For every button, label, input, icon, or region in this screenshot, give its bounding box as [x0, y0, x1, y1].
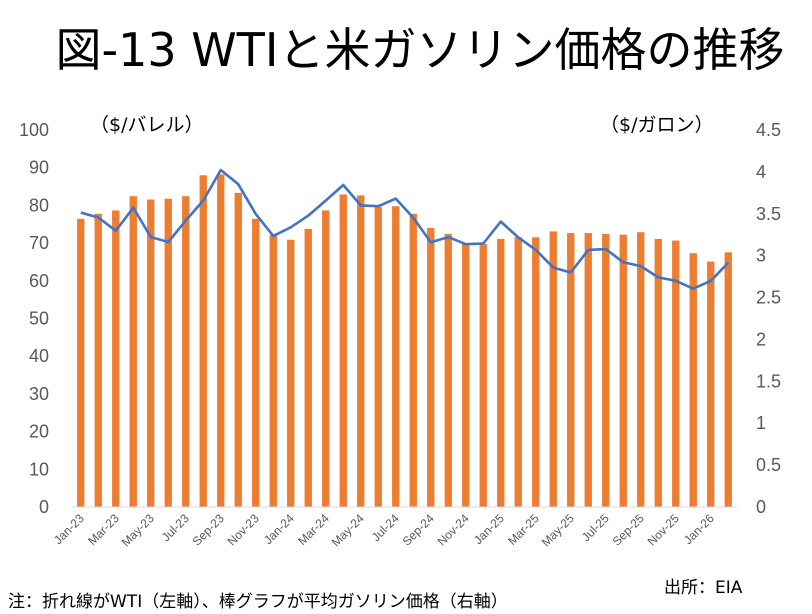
x-tick-label: Jan-26 [681, 511, 717, 547]
x-tick-label: Jan-23 [51, 511, 87, 547]
x-tick-label: Nov-23 [225, 511, 262, 548]
gasoline-bars [77, 174, 732, 508]
gasoline-bar [479, 243, 487, 507]
wti-line [80, 168, 730, 291]
x-tick-label: Sep-23 [190, 511, 227, 548]
gasoline-bar [444, 233, 452, 507]
x-tick-label: Mar-24 [295, 511, 332, 548]
gasoline-bar [374, 207, 382, 507]
left-tick-label: 90 [29, 158, 49, 178]
x-tick-label: Jul-23 [159, 511, 192, 544]
source-label: 出所：EIA [664, 578, 743, 598]
gasoline-bar [409, 213, 417, 507]
gasoline-bar [584, 233, 592, 507]
gasoline-bar [304, 228, 312, 507]
left-tick-label: 30 [29, 384, 49, 404]
x-tick-label: Jul-25 [579, 511, 612, 544]
gasoline-bar [689, 253, 697, 507]
right-tick-label: 3 [756, 246, 766, 266]
right-tick-label: 1 [756, 413, 766, 433]
gasoline-bar [164, 198, 172, 507]
gasoline-bar [269, 234, 277, 507]
left-tick-label: 70 [29, 233, 49, 253]
gasoline-bar [252, 218, 260, 507]
gasoline-bar [602, 233, 610, 507]
left-tick-label: 10 [29, 459, 49, 479]
gasoline-bar [532, 237, 540, 508]
x-tick-label: May-24 [329, 511, 367, 549]
x-tick-label: Mar-25 [505, 511, 542, 548]
gasoline-bar [392, 206, 400, 507]
right-tick-label: 4.5 [756, 120, 781, 140]
gasoline-bar [287, 239, 295, 507]
right-tick-label: 3.5 [756, 204, 781, 224]
gasoline-bar [619, 234, 627, 507]
left-tick-label: 0 [39, 497, 49, 517]
left-tick-label: 100 [19, 120, 49, 140]
left-tick-label: 50 [29, 309, 49, 329]
gasoline-bar [654, 238, 662, 507]
x-tick-label: Mar-23 [85, 511, 122, 548]
x-tick-label: May-23 [119, 511, 157, 549]
right-axis-ticks: 0 0.5 1 1.5 2 2.5 3 3.5 4 4.5 [756, 120, 781, 517]
gasoline-bar [514, 237, 522, 508]
left-tick-label: 80 [29, 195, 49, 215]
gasoline-bar [462, 243, 470, 507]
gasoline-bar [549, 231, 557, 508]
x-tick-label: Jan-25 [471, 511, 507, 547]
gasoline-bar [147, 199, 155, 507]
right-tick-label: 0 [756, 497, 766, 517]
chart-title: 図-13 WTIと米ガソリン価格の推移 [56, 23, 785, 77]
chart-note: 注：折れ線がWTI（左軸）、棒グラフが平均ガソリン価格（右軸） [8, 592, 508, 612]
gasoline-bar [707, 261, 715, 507]
x-tick-label: May-25 [539, 511, 577, 549]
gasoline-bar [357, 195, 365, 507]
gasoline-bar [94, 213, 102, 507]
gasoline-bar [637, 232, 645, 507]
gasoline-bar [182, 196, 190, 507]
right-tick-label: 1.5 [756, 371, 781, 391]
left-axis-ticks: 0 10 20 30 40 50 60 70 80 90 100 [19, 120, 49, 517]
gasoline-bar [339, 194, 347, 507]
gasoline-bar [234, 192, 242, 508]
right-tick-label: 2 [756, 329, 766, 349]
gasoline-bar [567, 233, 575, 507]
x-tick-label: Jan-24 [261, 511, 297, 547]
left-tick-label: 20 [29, 422, 49, 442]
right-tick-label: 0.5 [756, 455, 781, 475]
left-axis-unit: （$/バレル） [90, 114, 204, 136]
gasoline-bar [77, 218, 85, 507]
x-tick-label: Sep-25 [610, 511, 647, 548]
gasoline-bar [322, 210, 330, 507]
right-tick-label: 4 [756, 162, 766, 182]
gasoline-bar [129, 196, 137, 507]
x-tick-label: Nov-24 [435, 511, 472, 548]
gasoline-bar [672, 240, 680, 507]
right-axis-unit: （$/ガロン） [600, 114, 714, 136]
left-tick-label: 40 [29, 346, 49, 366]
gasoline-bar [497, 238, 505, 507]
x-tick-label: Sep-24 [400, 511, 437, 548]
gasoline-bar [724, 252, 732, 507]
gasoline-bar [112, 210, 120, 507]
gasoline-bar [199, 175, 207, 508]
gasoline-bar [427, 228, 435, 507]
gasoline-bar [217, 174, 225, 507]
right-tick-label: 2.5 [756, 288, 781, 308]
left-tick-label: 60 [29, 271, 49, 291]
x-tick-label: Nov-25 [645, 511, 682, 548]
x-tick-label: Jul-24 [369, 511, 402, 544]
